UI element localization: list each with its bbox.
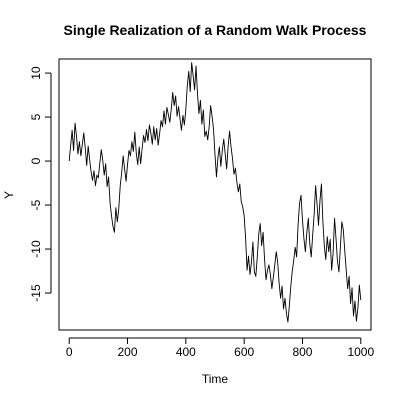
x-tick-label: 600 xyxy=(234,345,254,359)
x-tick-label: 400 xyxy=(176,345,196,359)
x-tick-label: 0 xyxy=(66,345,73,359)
plot-frame xyxy=(58,58,372,331)
y-tick-label: 5 xyxy=(29,113,43,120)
y-axis: -15 -10 -5 0 5 10 xyxy=(29,66,52,302)
y-tick-label: -15 xyxy=(29,284,43,302)
x-axis-label: Time xyxy=(202,372,229,386)
x-tick-label: 200 xyxy=(118,345,138,359)
x-axis: 0 200 400 600 800 1000 xyxy=(66,337,374,359)
x-tick-label: 1000 xyxy=(347,345,374,359)
y-tick-label: 10 xyxy=(29,66,43,80)
random-walk-line xyxy=(68,62,362,323)
y-tick-label: -10 xyxy=(29,240,43,258)
chart-title: Single Realization of a Random Walk Proc… xyxy=(64,22,367,38)
y-tick-label: 0 xyxy=(29,157,43,164)
y-tick-label: -5 xyxy=(29,199,43,210)
x-tick-label: 800 xyxy=(292,345,312,359)
y-axis-label: Y xyxy=(2,191,16,199)
